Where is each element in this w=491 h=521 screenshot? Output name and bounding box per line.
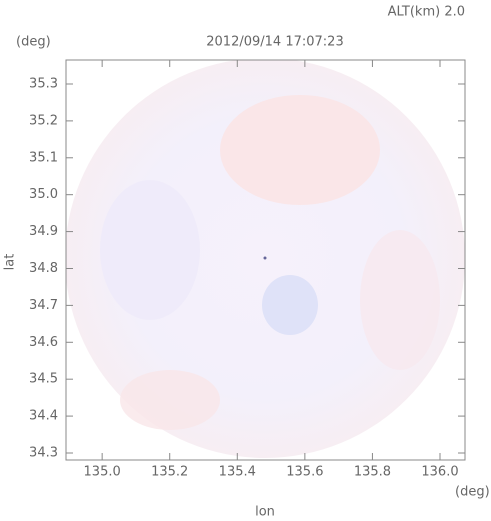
x-tick-label: 135.0 [84,465,121,480]
x-tick-label: 135.6 [286,465,323,480]
y-tick-label: 34.4 [29,409,58,424]
y-tick-label: 35.3 [29,76,58,91]
y-tick-label: 35.2 [29,113,58,128]
x-tick-label: 136.0 [421,465,458,480]
radar-site [263,256,267,260]
x-axis-label: lon [255,505,275,520]
echo-patch [220,95,380,205]
y-tick-label: 34.3 [29,445,58,460]
y-axis-label: lat [3,254,18,271]
echo-patch [100,180,200,320]
x-tick-label: 135.8 [354,465,391,480]
y-tick-label: 34.7 [29,298,58,313]
echo-patch [360,230,440,370]
y-tick-label: 35.1 [29,150,58,165]
y-tick-label: 35.0 [29,187,58,202]
altitude-label: ALT(km) 2.0 [388,5,465,20]
y-tick-label: 34.8 [29,261,58,276]
echo-patch [120,370,220,430]
x-tick-label: 135.4 [219,465,256,480]
y-unit: (deg) [16,35,51,50]
y-tick-label: 34.5 [29,372,58,387]
y-tick-label: 34.6 [29,335,58,350]
y-tick-label: 34.9 [29,224,58,239]
plot-frame [65,59,466,461]
x-unit: (deg) [455,485,490,500]
x-tick-label: 135.2 [151,465,188,480]
chart-title: 2012/09/14 17:07:23 [206,35,343,50]
echo-patch [262,275,318,335]
